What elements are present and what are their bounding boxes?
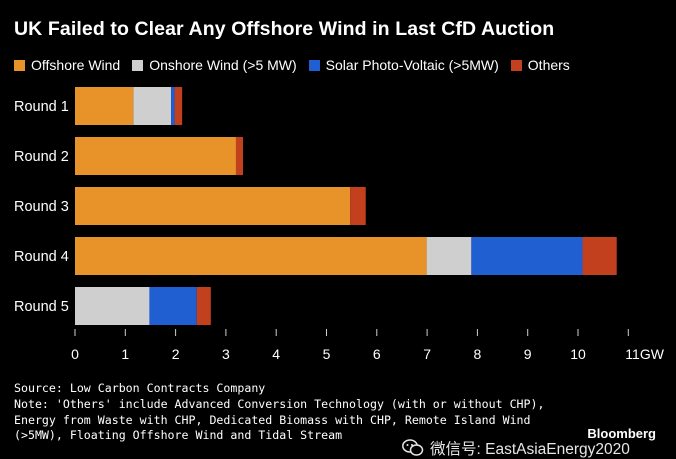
x-tick-label-6: 6	[373, 346, 381, 362]
watermark-text: 微信号: EastAsiaEnergy2020	[430, 441, 630, 458]
bar-round-4-offshore-wind	[75, 237, 427, 275]
bar-round-1-offshore-wind	[75, 87, 134, 125]
note-line-3: (>5MW), Floating Offshore Wind and Tidal…	[14, 428, 343, 443]
bar-round-5-solar-photo-voltaic-5mw	[149, 287, 197, 325]
chart-title: UK Failed to Clear Any Offshore Wind in …	[14, 18, 555, 40]
x-tick-label-10: 10	[570, 346, 586, 362]
x-tick-label-11: 11GW	[625, 346, 664, 362]
source-note: Source: Low Carbon Contracts Company	[14, 381, 266, 395]
legend-item-offshore-wind: Offshore Wind	[14, 57, 120, 73]
bar-round-1-others	[174, 87, 183, 125]
bar-round-4-solar-photo-voltaic-5mw	[471, 237, 583, 275]
legend-label-onshore-wind: Onshore Wind (>5 MW)	[149, 57, 297, 73]
bloomberg-logo: Bloomberg	[587, 426, 656, 441]
x-tick-label-1: 1	[121, 346, 129, 362]
note-line-2: Energy from Waste with CHP, Dedicated Bi…	[14, 412, 531, 427]
note-line-1: Note: 'Others' include Advanced Conversi…	[14, 396, 545, 411]
bar-round-4-onshore-wind-5-mw	[426, 237, 472, 275]
wechat-icon	[402, 439, 424, 456]
legend-swatch-offshore-wind	[14, 59, 25, 71]
bar-round-1-solar-photo-voltaic-5mw	[171, 87, 175, 125]
category-label-round-5: Round 5	[14, 299, 69, 315]
x-tick-label-4: 4	[272, 346, 280, 362]
legend-swatch-others	[510, 59, 522, 71]
bar-round-3-others	[350, 187, 366, 225]
legend-label-offshore-wind: Offshore Wind	[31, 57, 121, 73]
x-tick-label-3: 3	[222, 346, 230, 362]
bar-round-4-others	[582, 237, 617, 275]
bar-chart: Round 1 Round 2 Round 3 Round 4 Round 5 0 1 2 3 4…	[14, 87, 665, 362]
legend-swatch-onshore-wind	[132, 59, 144, 71]
category-label-round-1: Round 1	[14, 99, 69, 115]
x-tick-label-7: 7	[423, 346, 431, 362]
legend-item-others: Others	[510, 57, 570, 73]
legend-label-solar-pv: Solar Photo-Voltaic (>5MW)	[325, 57, 499, 73]
bar-round-5-onshore-wind-5-mw	[75, 287, 150, 325]
bar-round-2-offshore-wind	[75, 137, 236, 175]
category-label-round-4: Round 4	[14, 249, 69, 265]
x-tick-label-5: 5	[323, 346, 331, 362]
x-tick-label-2: 2	[172, 346, 180, 362]
category-label-round-3: Round 3	[14, 199, 69, 215]
x-tick-label-0: 0	[71, 346, 79, 362]
bar-round-5-others	[196, 287, 211, 325]
wechat-watermark: 微信号: EastAsiaEnergy2020	[402, 437, 630, 459]
legend-swatch-solar-pv	[308, 59, 320, 71]
bar-round-3-offshore-wind	[75, 187, 351, 225]
bar-round-2-others	[235, 137, 244, 175]
legend-item-solar-pv: Solar Photo-Voltaic (>5MW)	[308, 57, 499, 73]
x-tick-label-8: 8	[474, 346, 482, 362]
chart-legend: Offshore Wind Onshore Wind (>5 MW) Solar…	[14, 57, 570, 73]
bar-round-1-onshore-wind-5-mw	[133, 87, 172, 125]
legend-label-others: Others	[527, 57, 570, 73]
legend-item-onshore-wind: Onshore Wind (>5 MW)	[132, 57, 297, 73]
category-label-round-2: Round 2	[14, 149, 69, 165]
chart-notes: Source: Low Carbon Contracts Company Not…	[14, 381, 545, 444]
x-tick-label-9: 9	[524, 346, 532, 362]
